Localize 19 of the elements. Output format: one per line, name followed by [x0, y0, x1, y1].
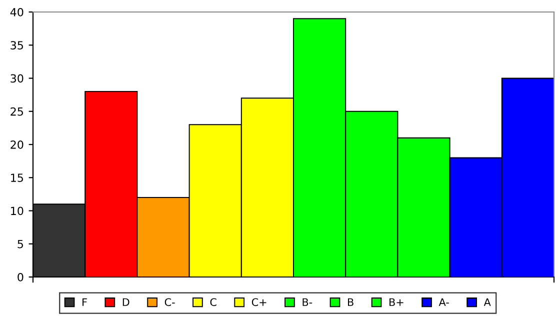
y-tick-label: 30: [10, 74, 24, 83]
y-tick-label: 10: [11, 206, 24, 216]
legend-label: A: [484, 298, 491, 306]
legend-label: B-: [302, 298, 312, 306]
y-tick-label: 35: [10, 41, 23, 50]
y-tick-label: 15: [11, 174, 23, 182]
y-tick-label: 5: [18, 240, 23, 248]
y-tick-label: 25: [10, 107, 23, 116]
y-tick-label: 40: [10, 8, 24, 16]
legend-label: A-: [438, 298, 449, 306]
legend-label: B+: [390, 298, 404, 306]
legend-label: C: [210, 298, 216, 306]
legend-label: C-: [164, 298, 175, 306]
legend-label: F: [82, 298, 87, 306]
legend-label: D: [122, 298, 130, 306]
y-tick-label: 0: [18, 272, 24, 282]
y-tick-label: 20: [10, 140, 24, 149]
legend-label: B: [348, 298, 354, 306]
legend-label: C+: [252, 298, 266, 306]
